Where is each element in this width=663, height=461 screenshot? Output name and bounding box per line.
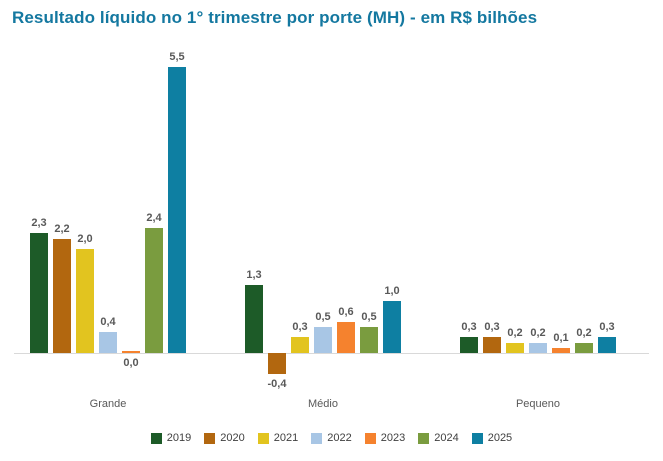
legend-label-2019: 2019 <box>166 432 192 444</box>
legend-item-2023: 2023 <box>364 432 406 444</box>
legend-item-2025: 2025 <box>471 432 513 444</box>
category-label-medio: Médio <box>308 398 338 410</box>
legend-swatch-2022 <box>311 432 323 444</box>
bar-value-label-grande-2022: 0,4 <box>100 316 116 328</box>
legend-swatch-2023 <box>364 432 376 444</box>
bar-pequeno-2022 <box>529 343 547 353</box>
bar-medio-2020 <box>268 353 286 374</box>
bar-grande-2020 <box>53 239 71 353</box>
bar-pequeno-2024 <box>575 343 593 353</box>
legend-swatch-2020 <box>204 432 216 444</box>
category-label-grande: Grande <box>89 398 127 410</box>
bar-value-label-pequeno-2022: 0,2 <box>530 327 546 339</box>
legend-label-2025: 2025 <box>487 432 513 444</box>
legend-item-2024: 2024 <box>418 432 459 444</box>
x-axis-line <box>14 353 649 354</box>
bar-value-label-pequeno-2019: 0,3 <box>461 321 477 333</box>
legend-item-2022: 2022 <box>311 432 352 444</box>
bar-grande-2019 <box>30 233 48 353</box>
bar-pequeno-2023 <box>552 348 570 353</box>
bar-value-label-pequeno-2023: 0,1 <box>553 332 569 344</box>
bar-value-label-grande-2019: 2,3 <box>31 217 47 229</box>
bar-value-label-pequeno-2021: 0,2 <box>507 327 523 339</box>
bar-medio-2024 <box>360 327 378 353</box>
legend-label-2022: 2022 <box>327 432 352 444</box>
bar-value-label-grande-2025: 5,5 <box>169 51 185 63</box>
legend-label-2020: 2020 <box>220 432 245 444</box>
bar-grande-2024 <box>145 228 163 353</box>
plot-area: 2,3 2,2 2,0 0,4 0,0 2,4 5,5 Grande 1,3 -0,4 0,3 0,5… <box>0 48 663 420</box>
bar-pequeno-2021 <box>506 343 524 353</box>
bar-value-label-grande-2024: 2,4 <box>146 212 162 224</box>
bar-value-label-grande-2023: 0,0 <box>123 357 139 369</box>
bar-value-label-pequeno-2025: 0,3 <box>599 321 615 333</box>
legend-swatch-2024 <box>418 432 430 444</box>
bar-grande-2023 <box>122 351 140 353</box>
bar-value-label-pequeno-2024: 0,2 <box>576 327 592 339</box>
bar-medio-2019 <box>245 285 263 353</box>
bar-value-label-medio-2022: 0,5 <box>315 311 331 323</box>
legend-item-2020: 2020 <box>204 432 245 444</box>
legend-swatch-2025 <box>471 432 483 444</box>
bar-value-label-medio-2025: 1,0 <box>384 285 400 297</box>
legend-swatch-2021 <box>257 432 269 444</box>
bar-medio-2023 <box>337 322 355 353</box>
legend-swatch-2019 <box>150 432 162 444</box>
legend: 2019 2020 2021 2022 2023 2024 2025 <box>0 432 663 444</box>
bar-value-label-medio-2019: 1,3 <box>246 269 262 281</box>
bar-value-label-grande-2020: 2,2 <box>54 223 70 235</box>
bar-value-label-medio-2020: -0,4 <box>267 378 287 390</box>
legend-label-2021: 2021 <box>273 432 299 444</box>
bar-value-label-medio-2023: 0,6 <box>338 306 354 318</box>
legend-label-2024: 2024 <box>434 432 459 444</box>
bar-medio-2025 <box>383 301 401 353</box>
legend-label-2023: 2023 <box>380 432 406 444</box>
bar-pequeno-2020 <box>483 337 501 353</box>
category-label-pequeno: Pequeno <box>515 398 561 410</box>
bar-medio-2022 <box>314 327 332 353</box>
legend-item-2021: 2021 <box>257 432 299 444</box>
bar-pequeno-2019 <box>460 337 478 353</box>
bar-pequeno-2025 <box>598 337 616 353</box>
bar-value-label-grande-2021: 2,0 <box>77 233 93 245</box>
bar-grande-2021 <box>76 249 94 353</box>
bar-value-label-medio-2021: 0,3 <box>292 321 308 333</box>
legend-item-2019: 2019 <box>150 432 192 444</box>
chart-title: Resultado líquido no 1° trimestre por po… <box>12 8 538 27</box>
bar-value-label-medio-2024: 0,5 <box>361 311 377 323</box>
bar-grande-2025 <box>168 67 186 353</box>
bar-medio-2021 <box>291 337 309 353</box>
bar-value-label-pequeno-2020: 0,3 <box>484 321 500 333</box>
bar-grande-2022 <box>99 332 117 353</box>
